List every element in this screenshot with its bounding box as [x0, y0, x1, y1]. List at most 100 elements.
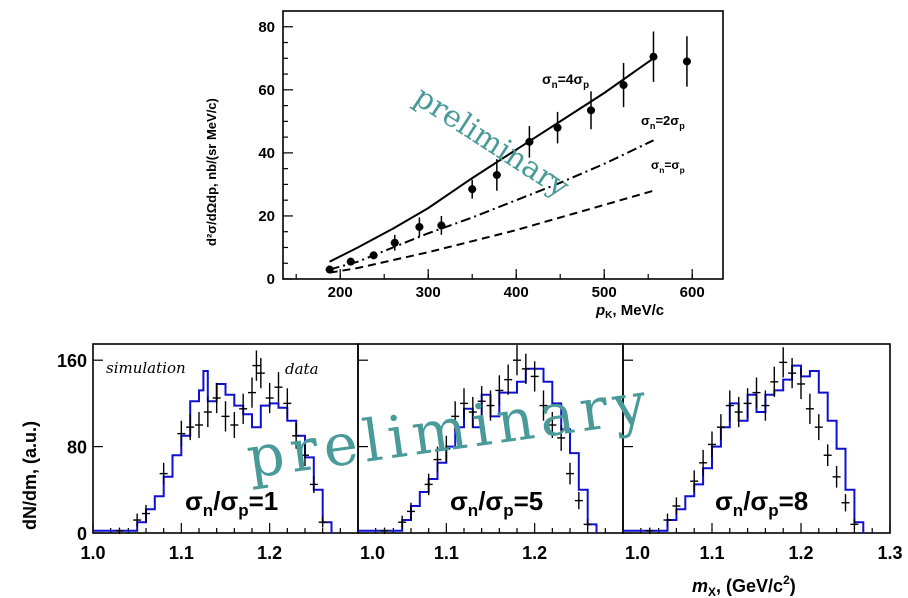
- top-data-point: [619, 81, 628, 90]
- bottom-y-tick-label: 160: [57, 351, 87, 371]
- top-curve-label: σn=2σp: [641, 113, 685, 131]
- top-curve-label-part: σ: [651, 158, 659, 172]
- top-data-point: [437, 221, 446, 230]
- bottom-x-tick-label: 1.2: [257, 543, 282, 563]
- bottom-panel: 1.0 1.1 1.2 1.3 σn/σp=8: [622, 343, 903, 563]
- bottom-x-tick-label: 1.2: [788, 543, 813, 563]
- top-curves: [329, 57, 655, 274]
- bottom-watermark: preliminary: [242, 368, 656, 492]
- top-x-tick-label: 600: [680, 284, 705, 301]
- top-x-axis-title: pK, MeV/c: [595, 302, 664, 321]
- legend-data: data: [285, 360, 319, 378]
- sigma-ratio-part: /σ: [743, 486, 768, 516]
- bottom-x-tick-label: 1.3: [877, 543, 902, 563]
- top-x-tick-label: 200: [328, 284, 353, 301]
- top-y-axis-title: d²σ/dΩdp, nb/(sr MeV/c): [204, 98, 219, 246]
- top-data-points: [325, 31, 691, 274]
- bottom-x-tick-label: 1.0: [625, 543, 650, 563]
- sigma-ratio-part: p: [768, 501, 778, 520]
- sigma-ratio-part: σ: [185, 486, 203, 516]
- top-x-tick-label: 400: [504, 284, 529, 301]
- bottom-x-tick-label: 1.0: [360, 543, 385, 563]
- top-y-tick-label: 60: [258, 82, 275, 99]
- sigma-ratio-part: n: [733, 501, 743, 520]
- top-data-point: [649, 52, 658, 61]
- bottom-x-axis-title-unit: , (GeV/c: [716, 576, 783, 596]
- top-curve-label-part: =4σ: [558, 71, 584, 87]
- sigma-ratio-label: σn/σp=8: [715, 486, 808, 520]
- top-y-tick-label: 20: [258, 208, 275, 225]
- bottom-panel: 1.0 1.1 1.2 σn/σp=5: [357, 343, 624, 563]
- sigma-ratio-label: σn/σp=1: [185, 486, 278, 520]
- bottom-panel-frame: [622, 343, 891, 534]
- top-curve-label-part: n: [659, 165, 664, 175]
- sigma-ratio-part: =5: [514, 486, 544, 516]
- sigma-ratio-label: σn/σp=5: [450, 486, 543, 520]
- top-data-point: [390, 238, 399, 247]
- top-data-point: [682, 57, 691, 66]
- top-curve-solid: [329, 57, 655, 263]
- top-data-point: [492, 170, 501, 179]
- sigma-ratio-part: =1: [249, 486, 279, 516]
- top-x-axis-title-unit: , MeV/c: [612, 302, 664, 319]
- top-data-point: [369, 251, 378, 260]
- bottom-x-tick-label: 1.1: [434, 543, 459, 563]
- bottom-y-tick-label: 0: [77, 524, 87, 544]
- bottom-x-tick-label: 1.0: [80, 543, 105, 563]
- top-x-tick-label: 300: [416, 284, 441, 301]
- top-x-axis-title-main: p: [595, 302, 605, 319]
- bottom-x-axis-title-main: m: [692, 576, 708, 596]
- bottom-y-tick-label: 80: [67, 438, 87, 458]
- top-y-tick-label: 40: [258, 145, 275, 162]
- top-data-point: [525, 137, 534, 146]
- top-plot-frame: [282, 10, 724, 280]
- sigma-ratio-part: p: [238, 501, 248, 520]
- top-data-point: [415, 222, 424, 231]
- top-data-point: [325, 265, 334, 274]
- top-curve-dashed: [329, 189, 654, 274]
- top-curve-label-part: =σ: [664, 158, 679, 172]
- bottom-x-tick-label: 1.2: [522, 543, 547, 563]
- bottom-x-axis-title-sub: X: [708, 585, 716, 598]
- top-curve-label-part: n: [552, 80, 558, 91]
- top-data-point: [468, 185, 477, 194]
- top-data-point: [346, 257, 355, 266]
- sigma-ratio-part: /σ: [478, 486, 503, 516]
- bottom-x-tick-label: 1.1: [169, 543, 194, 563]
- top-x-axis-title-sub: K: [605, 310, 613, 321]
- top-curve-dashdot: [329, 139, 654, 271]
- sigma-ratio-part: σ: [715, 486, 733, 516]
- top-curve-label-part: p: [679, 121, 685, 131]
- top-axis-ticks: 200 300 400 500 600 0 20 40 60 80: [258, 19, 704, 301]
- top-curve-label: σn=σp: [651, 158, 685, 175]
- top-x-tick-label: 500: [592, 284, 617, 301]
- top-y-tick-label: 80: [258, 19, 275, 36]
- top-curve-label-part: σ: [542, 71, 552, 87]
- top-curve-label-part: =2σ: [655, 113, 679, 128]
- sigma-ratio-part: n: [468, 501, 478, 520]
- top-data-point: [553, 123, 562, 132]
- top-watermark: preliminary: [408, 79, 576, 205]
- simulation-histogram: [623, 364, 865, 533]
- bottom-y-axis-title: dN/dm, (a.u.): [20, 421, 40, 530]
- bottom-x-axis-title-sup: 2: [783, 573, 790, 587]
- sigma-ratio-part: =8: [779, 486, 809, 516]
- bottom-x-axis-title: mX, (GeV/c2): [692, 573, 796, 598]
- legend-simulation: simulation: [106, 359, 186, 377]
- bottom-x-tick-label: 1.1: [699, 543, 724, 563]
- top-curve-label: σn=4σp: [542, 71, 589, 91]
- top-curve-label-part: p: [680, 165, 685, 175]
- top-curve-label-part: n: [650, 121, 656, 131]
- sigma-ratio-part: p: [503, 501, 513, 520]
- bottom-x-axis-title-close: ): [790, 576, 796, 596]
- sigma-ratio-part: σ: [450, 486, 468, 516]
- top-data-point: [587, 106, 595, 115]
- top-curve-label-part: σ: [641, 113, 650, 128]
- top-y-tick-label: 0: [267, 271, 275, 288]
- sigma-ratio-part: /σ: [213, 486, 238, 516]
- top-cross-section-chart: 200 300 400 500 600 0 20 40 60 80 d²σ/dΩdp, nb/(s…: [204, 10, 724, 321]
- top-curve-label-part: p: [583, 80, 589, 91]
